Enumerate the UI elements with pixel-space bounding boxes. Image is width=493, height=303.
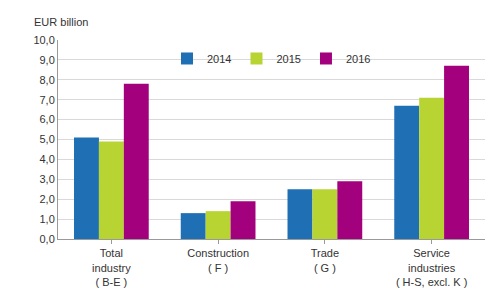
svg-text:6,0: 6,0 bbox=[40, 113, 55, 125]
svg-text:Serviceindustries( H-S, excl.: Serviceindustries( H-S, excl. K ) bbox=[396, 247, 468, 288]
svg-text:2014: 2014 bbox=[207, 53, 231, 65]
svg-text:2016: 2016 bbox=[346, 53, 370, 65]
svg-text:4,0: 4,0 bbox=[40, 153, 55, 165]
svg-text:0,0: 0,0 bbox=[40, 233, 55, 245]
svg-text:2015: 2015 bbox=[276, 53, 300, 65]
svg-text:10,0: 10,0 bbox=[33, 34, 54, 46]
svg-text:8,0: 8,0 bbox=[40, 74, 55, 86]
svg-text:7,0: 7,0 bbox=[40, 94, 55, 106]
svg-text:5,0: 5,0 bbox=[40, 133, 55, 145]
svg-text:Construction( F ): Construction( F ) bbox=[187, 247, 249, 273]
svg-text:2,0: 2,0 bbox=[40, 193, 55, 205]
svg-text:1,0: 1,0 bbox=[40, 213, 55, 225]
svg-text:Trade( G ): Trade( G ) bbox=[311, 247, 339, 273]
svg-text:9,0: 9,0 bbox=[40, 54, 55, 66]
svg-text:Totalindustry( B-E ): Totalindustry( B-E ) bbox=[92, 247, 131, 288]
svg-text:3,0: 3,0 bbox=[40, 173, 55, 185]
svg-text:EUR billion: EUR billion bbox=[34, 16, 88, 28]
